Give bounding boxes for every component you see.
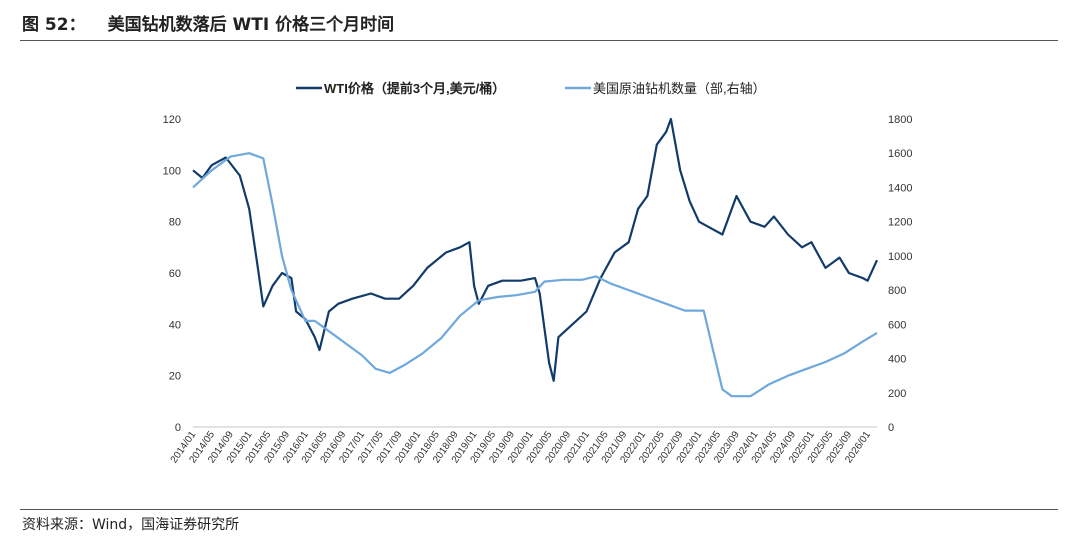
source-divider: [20, 509, 1058, 510]
figure-title-text: 美国钻机数落后 WTI 价格三个月时间: [107, 15, 395, 35]
left-axis-tick-label: 80: [169, 217, 181, 229]
left-axis-tick-label: 20: [169, 371, 181, 383]
right-axis-tick-label: 400: [888, 354, 906, 366]
right-axis-tick-label: 600: [888, 319, 906, 331]
right-axis-tick-label: 1600: [888, 148, 912, 160]
figure-number: 图 52：: [22, 15, 86, 35]
left-axis-tick-label: 40: [169, 319, 181, 331]
left-axis-tick-label: 0: [175, 422, 181, 434]
legend-label: WTI价格（提前3个月,美元/桶）: [324, 81, 505, 96]
left-axis-tick-label: 60: [169, 268, 181, 280]
left-axis-tick-label: 120: [163, 114, 181, 126]
right-axis-tick-label: 0: [888, 422, 894, 434]
title-divider: [20, 40, 1058, 41]
legend-label: 美国原油钻机数量（部,右轴）: [593, 81, 766, 96]
right-axis-tick-label: 200: [888, 388, 906, 400]
source-note: 资料来源：Wind，国海证券研究所: [22, 517, 240, 533]
left-axis-tick-label: 100: [163, 165, 181, 177]
figure-title: 图 52： 美国钻机数落后 WTI 价格三个月时间: [22, 10, 394, 35]
series-line-wti-price: [192, 117, 878, 382]
right-axis-tick-label: 1200: [888, 217, 912, 229]
series-line-oil-rig-count: [192, 152, 878, 398]
right-axis-tick-label: 1000: [888, 251, 912, 263]
right-axis-tick-label: 1800: [888, 114, 912, 126]
right-axis-tick-label: 1400: [888, 182, 912, 194]
right-axis-tick-label: 800: [888, 285, 906, 297]
